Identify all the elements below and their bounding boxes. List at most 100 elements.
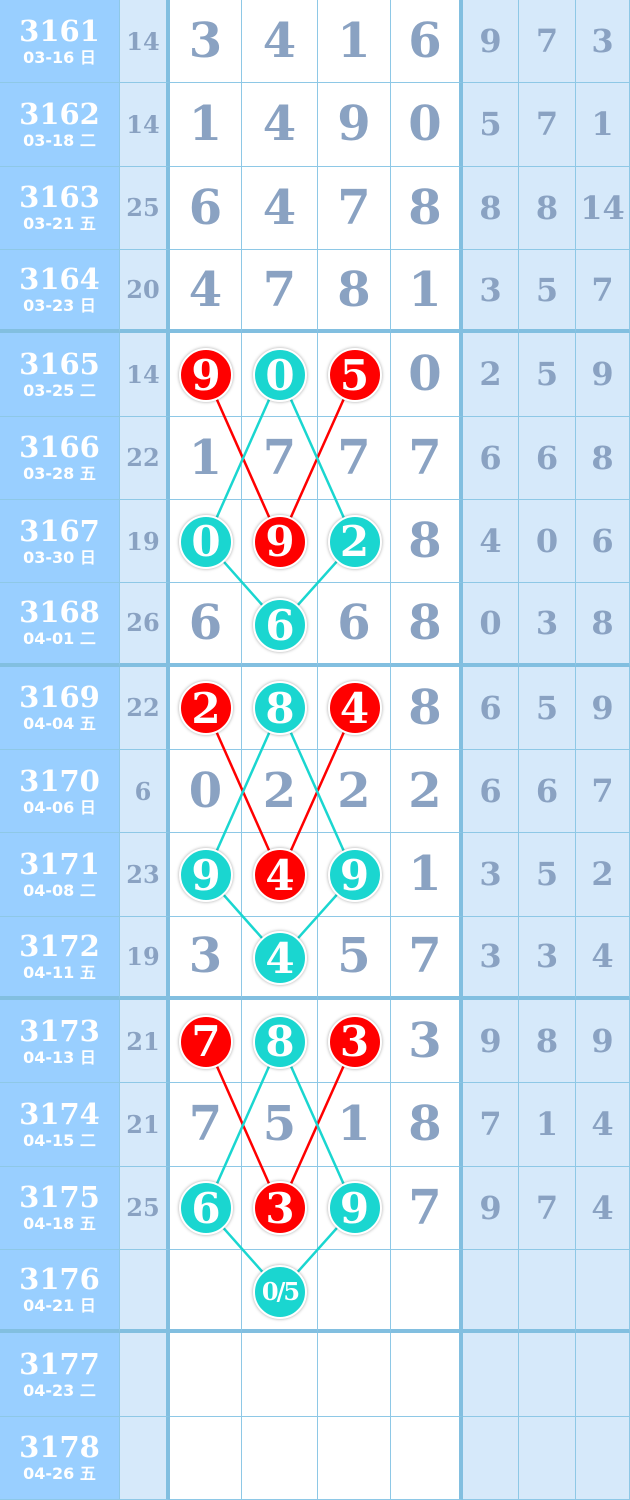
teal-ball: 9 bbox=[179, 848, 233, 902]
digit-cell: 1 bbox=[391, 250, 463, 334]
period-date: 03-16 日 bbox=[23, 47, 96, 67]
sum-cell: 25 bbox=[120, 1166, 170, 1250]
period-number: 3173 bbox=[19, 1013, 100, 1048]
sum-cell: 14 bbox=[120, 83, 170, 167]
teal-ball: 9 bbox=[327, 1181, 382, 1236]
side-cell bbox=[463, 1333, 519, 1417]
teal-ball: 0/5 bbox=[253, 1264, 307, 1319]
period-date: 04-01 二 bbox=[23, 629, 96, 649]
red-ball: 3 bbox=[253, 1181, 307, 1236]
side-cell: 3 bbox=[463, 916, 519, 1000]
red-ball: 9 bbox=[253, 514, 307, 569]
digit-cell: 0 bbox=[170, 750, 242, 834]
period-cell: 3163 03-21 五 bbox=[0, 166, 120, 250]
period-date: 04-23 二 bbox=[23, 1380, 96, 1400]
side-cell: 9 bbox=[463, 1000, 519, 1084]
teal-ball: 8 bbox=[253, 1014, 307, 1069]
red-ball: 7 bbox=[179, 1014, 233, 1069]
digit-cell: 2 bbox=[391, 750, 463, 834]
period-date: 04-15 二 bbox=[23, 1130, 96, 1150]
side-cell: 6 bbox=[463, 416, 519, 500]
digit-cell: 6 bbox=[170, 583, 242, 667]
period-date: 03-18 二 bbox=[23, 130, 96, 150]
period-date: 04-18 五 bbox=[23, 1214, 96, 1234]
teal-ball: 0 bbox=[253, 348, 307, 402]
side-cell bbox=[576, 1416, 630, 1500]
side-cell: 6 bbox=[463, 750, 519, 834]
side-cell: 8 bbox=[576, 583, 630, 667]
period-cell: 3165 03-25 二 bbox=[0, 333, 120, 417]
digit-cell bbox=[318, 1250, 391, 1334]
period-number: 3178 bbox=[19, 1430, 100, 1465]
period-date: 04-08 二 bbox=[23, 880, 96, 900]
period-cell: 3175 04-18 五 bbox=[0, 1166, 120, 1250]
digit-cell: 7 bbox=[242, 416, 318, 500]
digit-cell bbox=[391, 1416, 463, 1500]
period-cell: 3162 03-18 二 bbox=[0, 83, 120, 167]
side-cell bbox=[519, 1416, 576, 1500]
period-number: 3172 bbox=[19, 928, 100, 963]
digit-cell: 8 bbox=[391, 666, 463, 750]
period-cell: 3170 04-06 日 bbox=[0, 750, 120, 834]
digit-cell: 4 bbox=[242, 0, 318, 84]
sum-cell: 22 bbox=[120, 666, 170, 750]
period-cell: 3161 03-16 日 bbox=[0, 0, 120, 84]
red-ball: 9 bbox=[179, 348, 233, 402]
digit-cell bbox=[318, 1416, 391, 1500]
side-cell: 8 bbox=[463, 166, 519, 250]
sum-cell: 19 bbox=[120, 500, 170, 584]
digit-cell: 8 bbox=[391, 166, 463, 250]
digit-cell: 1 bbox=[170, 83, 242, 167]
side-cell: 7 bbox=[519, 83, 576, 167]
sum-cell: 25 bbox=[120, 166, 170, 250]
side-cell: 7 bbox=[519, 1166, 576, 1250]
teal-ball: 9 bbox=[327, 848, 382, 902]
side-cell: 3 bbox=[463, 250, 519, 334]
period-cell: 3168 04-01 二 bbox=[0, 583, 120, 667]
side-cell: 9 bbox=[463, 0, 519, 84]
period-number: 3177 bbox=[19, 1346, 100, 1381]
digit-cell: 4 bbox=[242, 83, 318, 167]
side-cell: 9 bbox=[463, 1166, 519, 1250]
digit-cell: 7 bbox=[391, 1166, 463, 1250]
sum-cell: 20 bbox=[120, 250, 170, 334]
digit-cell: 1 bbox=[318, 1083, 391, 1167]
side-cell: 3 bbox=[519, 583, 576, 667]
side-cell: 0 bbox=[519, 500, 576, 584]
sum-cell: 14 bbox=[120, 333, 170, 417]
digit-cell: 2 bbox=[318, 750, 391, 834]
red-ball: 2 bbox=[179, 681, 233, 736]
digit-cell: 8 bbox=[318, 250, 391, 334]
digit-cell bbox=[170, 1250, 242, 1334]
digit-cell: 7 bbox=[318, 416, 391, 500]
red-ball: 4 bbox=[327, 681, 382, 736]
side-cell: 4 bbox=[463, 500, 519, 584]
period-number: 3165 bbox=[19, 346, 100, 381]
side-cell: 5 bbox=[519, 666, 576, 750]
sum-cell: 21 bbox=[120, 1083, 170, 1167]
side-cell: 1 bbox=[519, 1083, 576, 1167]
side-cell: 2 bbox=[576, 833, 630, 917]
period-number: 3163 bbox=[19, 180, 100, 215]
digit-cell bbox=[170, 1416, 242, 1500]
digit-cell: 0 bbox=[391, 333, 463, 417]
period-date: 04-04 五 bbox=[23, 714, 96, 734]
digit-cell bbox=[242, 1333, 318, 1417]
sum-cell: 14 bbox=[120, 0, 170, 84]
sum-cell bbox=[120, 1333, 170, 1417]
digit-cell bbox=[391, 1333, 463, 1417]
period-number: 3175 bbox=[19, 1180, 100, 1215]
side-cell: 8 bbox=[576, 416, 630, 500]
digit-cell: 8 bbox=[391, 1083, 463, 1167]
digit-cell bbox=[318, 1333, 391, 1417]
period-cell: 3174 04-15 二 bbox=[0, 1083, 120, 1167]
digit-cell: 5 bbox=[242, 1083, 318, 1167]
side-cell: 5 bbox=[519, 250, 576, 334]
period-date: 03-25 二 bbox=[23, 380, 96, 400]
side-cell: 8 bbox=[519, 166, 576, 250]
period-number: 3162 bbox=[19, 96, 100, 131]
teal-ball: 0 bbox=[179, 514, 233, 569]
side-cell bbox=[576, 1333, 630, 1417]
side-cell: 5 bbox=[519, 833, 576, 917]
